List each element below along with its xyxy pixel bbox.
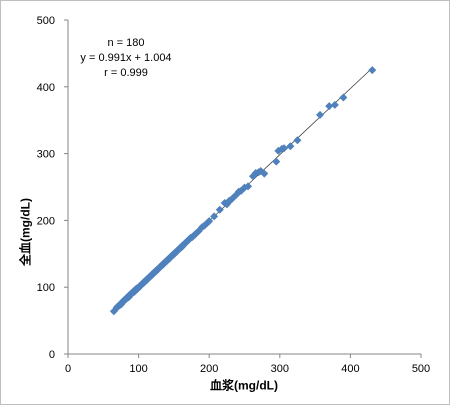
y-tick-label: 400 xyxy=(37,82,55,94)
data-point xyxy=(339,93,348,102)
data-point xyxy=(293,136,302,145)
data-point xyxy=(260,169,269,178)
data-point xyxy=(286,142,295,151)
y-tick-label: 100 xyxy=(37,282,55,294)
data-point xyxy=(244,182,253,191)
y-tick-label: 200 xyxy=(37,215,55,227)
x-tick-label: 0 xyxy=(65,363,71,375)
data-point xyxy=(280,144,289,153)
data-point xyxy=(178,242,187,251)
y-tick-label: 300 xyxy=(37,149,55,161)
data-point xyxy=(210,212,219,221)
data-point xyxy=(272,157,281,166)
y-tick-label: 0 xyxy=(49,349,55,361)
data-point xyxy=(205,217,214,226)
y-tick-label: 500 xyxy=(37,15,55,27)
stats-equation: y = 0.991x + 1.004 xyxy=(80,52,172,64)
data-point xyxy=(368,66,377,75)
x-axis-label: 血浆(mg/dL) xyxy=(210,378,278,393)
x-tick-label: 500 xyxy=(412,363,430,375)
data-point xyxy=(325,102,334,111)
x-tick-label: 100 xyxy=(129,363,147,375)
x-tick-label: 200 xyxy=(200,363,218,375)
x-tick-label: 300 xyxy=(271,363,289,375)
x-tick-label: 400 xyxy=(341,363,359,375)
y-axis-label: 全血(mg/dL) xyxy=(18,198,33,266)
data-point xyxy=(215,205,224,214)
data-point xyxy=(316,110,325,119)
stats-n: n = 180 xyxy=(107,37,145,49)
stats-r: r = 0.999 xyxy=(104,67,148,79)
data-point xyxy=(330,100,339,109)
